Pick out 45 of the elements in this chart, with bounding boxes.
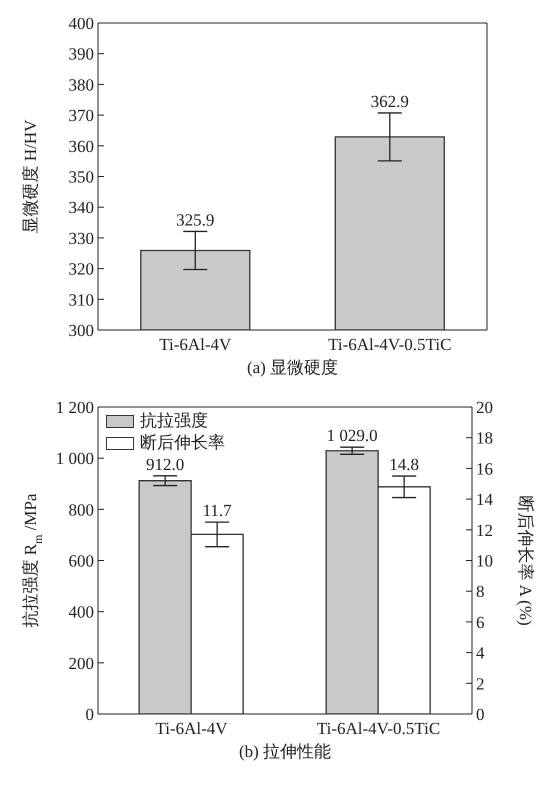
text: (a) 显微硬度 xyxy=(246,357,340,379)
y2-tick-label: 4 xyxy=(476,644,485,663)
text: (b) 拉伸性能 xyxy=(238,741,332,763)
y2-tick-label: 18 xyxy=(476,428,493,448)
y-tick-label: 400 xyxy=(68,14,94,34)
data-label: 325.9 xyxy=(176,210,214,230)
y-tick-label: 1 000 xyxy=(56,449,94,468)
y2-tick-label: 14 xyxy=(476,490,494,510)
y-tick-label: 360 xyxy=(68,136,94,156)
y2-tick-label: 6 xyxy=(476,612,484,632)
data-label: 1 029.0 xyxy=(326,426,378,446)
y-axis-title: 显微硬度 H/HV xyxy=(20,118,40,234)
y2-tick-label: 10 xyxy=(476,552,493,571)
y-tick-label: 600 xyxy=(68,552,94,571)
x-tick-label: Ti-6Al-4V-0.5TiC xyxy=(316,719,440,738)
y2-tick-label: 0 xyxy=(476,705,484,724)
y2-tick-label: 16 xyxy=(476,459,493,478)
legend-label: 断后伸长率 xyxy=(140,433,225,453)
y-tick-label: 200 xyxy=(68,654,94,673)
y-tick-label: 340 xyxy=(68,198,94,218)
y-tick-label: 800 xyxy=(68,500,94,520)
y-tick-label: 310 xyxy=(68,290,94,310)
y2-tick-label: 8 xyxy=(476,582,484,602)
y-tick-label: 0 xyxy=(86,705,94,724)
y2-tick-label: 2 xyxy=(476,674,484,694)
x-tick-label: Ti-6Al-4V xyxy=(155,719,228,738)
y-tick-label: 390 xyxy=(68,44,94,64)
y-tick-label: 320 xyxy=(68,260,94,279)
y-tick-label: 380 xyxy=(68,75,94,94)
y-tick-label: 400 xyxy=(68,602,94,622)
legend-label: 抗拉强度 xyxy=(140,411,208,431)
data-label: 14.8 xyxy=(389,455,420,474)
y-tick-label: 300 xyxy=(68,321,94,340)
data-label: 11.7 xyxy=(202,501,232,520)
x-tick-label: Ti-6Al-4V xyxy=(159,335,232,354)
y-tick-label: 1 200 xyxy=(56,398,94,418)
y2-tick-label: 12 xyxy=(476,520,493,540)
y-tick-label: 350 xyxy=(68,168,94,187)
y-tick-label: 370 xyxy=(68,106,94,126)
x-tick-label: Ti-6Al-4V-0.5TiC xyxy=(328,335,452,354)
y-tick-label: 330 xyxy=(68,228,94,248)
y2-axis-title: 断后伸长率 A (%) xyxy=(516,495,536,626)
data-label: 912.0 xyxy=(146,454,184,474)
y2-tick-label: 20 xyxy=(476,398,493,418)
data-label: 362.9 xyxy=(370,92,409,111)
